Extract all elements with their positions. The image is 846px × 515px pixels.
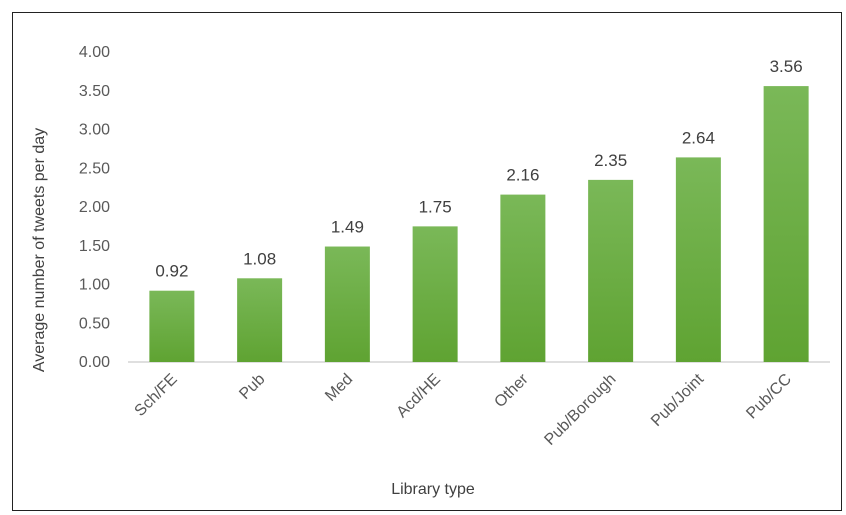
data-label: 3.56 (770, 57, 803, 76)
x-tick-label: Med (322, 371, 356, 405)
x-tick-label: Pub/Joint (648, 370, 708, 430)
y-tick-label: 0.50 (79, 315, 110, 332)
x-axis-title: Library type (391, 481, 475, 498)
y-tick-label: 0.00 (79, 354, 110, 371)
data-label: 1.08 (243, 249, 276, 268)
bar (500, 194, 546, 362)
x-tick-label: Sch/FE (132, 371, 181, 420)
data-label: 1.49 (331, 218, 364, 237)
bar (324, 246, 370, 362)
bar (412, 226, 458, 362)
data-label: 2.35 (594, 151, 627, 170)
bar (763, 86, 809, 362)
data-label: 2.16 (506, 166, 539, 185)
x-tick-label: Pub/CC (743, 371, 795, 423)
y-tick-label: 1.00 (79, 277, 110, 294)
data-label: 0.92 (155, 262, 188, 281)
x-tick-label: Pub (236, 371, 268, 403)
y-tick-label: 3.50 (79, 83, 110, 100)
bars (149, 86, 809, 362)
data-label: 1.75 (419, 197, 452, 216)
x-tick-label: Other (491, 370, 532, 411)
x-axis-ticks: Sch/FE Pub Med Acd/HE Other Pub/Borough Pub/Jo… (132, 370, 795, 449)
bar (237, 278, 283, 362)
y-tick-label: 2.00 (79, 199, 110, 216)
bar (588, 179, 634, 362)
bar (149, 290, 195, 362)
y-tick-label: 4.00 (79, 44, 110, 61)
y-tick-label: 2.50 (79, 160, 110, 177)
y-tick-label: 1.50 (79, 238, 110, 255)
x-tick-label: Pub/Borough (541, 371, 619, 449)
y-axis-title: Average number of tweets per day (31, 128, 48, 372)
y-tick-label: 3.00 (79, 122, 110, 139)
data-labels: 0.92 1.08 1.49 1.75 2.16 2.35 2.64 3.56 (155, 57, 802, 281)
x-tick-label: Acd/HE (394, 371, 444, 421)
data-label: 2.64 (682, 128, 715, 147)
bar (675, 157, 721, 362)
y-axis-ticks: 0.00 0.50 1.00 1.50 2.00 2.50 3.00 3.50 4.00 (79, 44, 110, 371)
